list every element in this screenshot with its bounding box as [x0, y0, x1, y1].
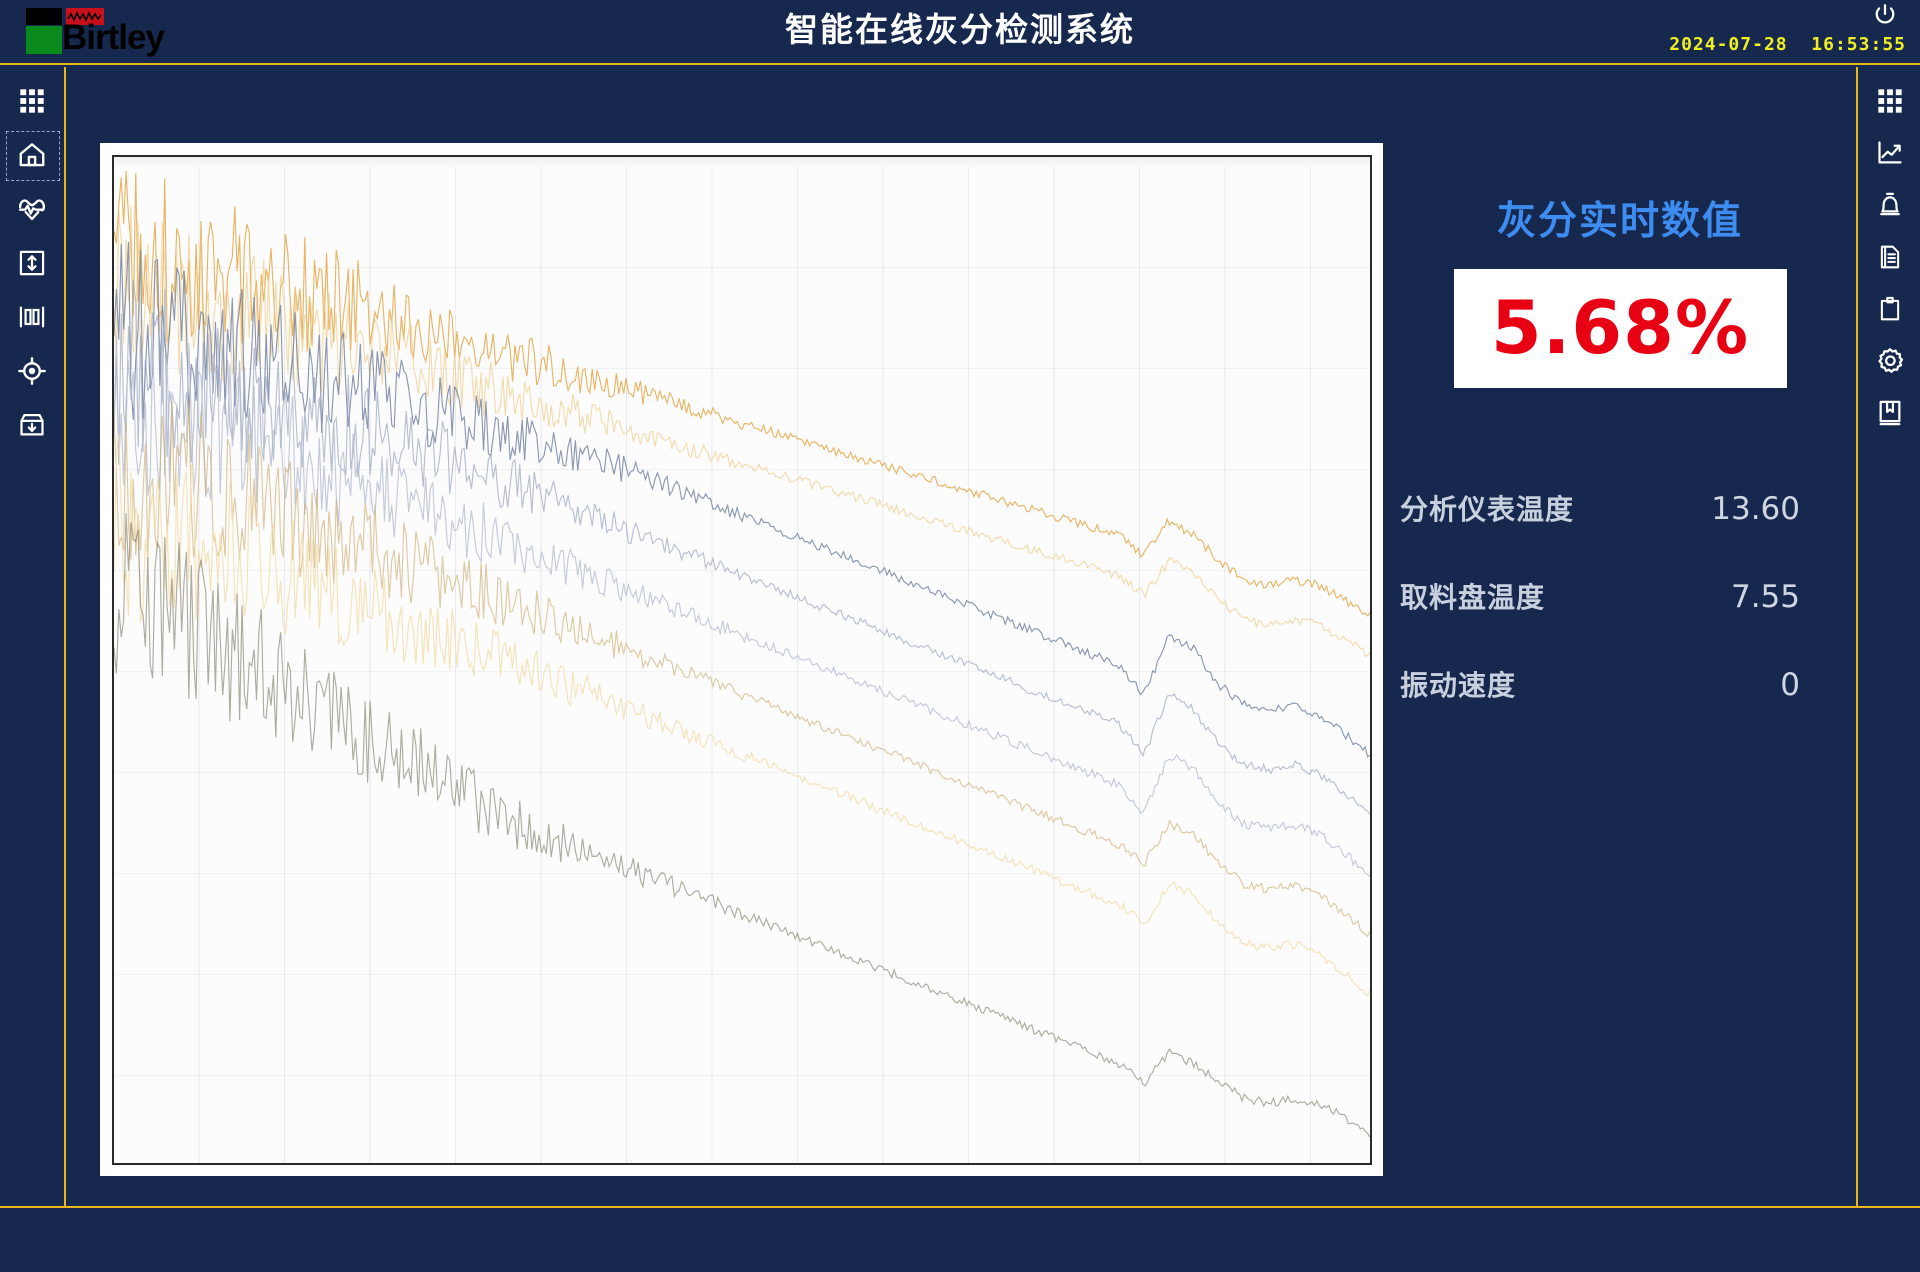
- footer-divider: [0, 1206, 1920, 1208]
- param-row: 分析仪表温度 13.60: [1400, 488, 1800, 576]
- sidebar-item-alarms[interactable]: [1858, 179, 1920, 231]
- sidebar-item-settings[interactable]: [1858, 335, 1920, 387]
- param-value: 7.55: [1730, 579, 1800, 615]
- bell-icon: [1876, 190, 1904, 220]
- datetime-display: 2024-07-28 16:53:55: [1669, 34, 1906, 55]
- sidebar-item-home[interactable]: [0, 129, 64, 181]
- chart-trace: [114, 433, 1370, 995]
- chart-frame: [112, 155, 1372, 1165]
- power-icon[interactable]: [1872, 2, 1898, 28]
- inbox-download-icon: [17, 411, 47, 439]
- chart-trace: [114, 401, 1370, 937]
- app-header: Birtley 智能在线灰分检测系统 2024-07-28 16:53:55: [0, 0, 1920, 65]
- document-icon: [1877, 242, 1903, 272]
- clipboard-icon: [1877, 294, 1903, 324]
- right-sidebar: [1856, 67, 1920, 1208]
- sidebar-item-apps[interactable]: [0, 75, 64, 127]
- param-label: 取料盘温度: [1400, 581, 1546, 614]
- ash-value-box: 5.68%: [1453, 269, 1787, 388]
- chart-trace: [114, 280, 1370, 815]
- sidebar-item-monitor[interactable]: [0, 183, 64, 235]
- sidebar-item-records[interactable]: [1858, 283, 1920, 335]
- sidebar-item-alignment[interactable]: [0, 345, 64, 397]
- chart-trace: [114, 513, 1370, 1137]
- param-label: 振动速度: [1400, 669, 1517, 702]
- sidebar-item-apps[interactable]: [1858, 75, 1920, 127]
- chart-trace: [114, 242, 1370, 757]
- apps-grid-icon: [1876, 87, 1904, 115]
- logo-black-block: [26, 8, 62, 25]
- ash-value: 5.68%: [1490, 286, 1750, 371]
- spectrum-traces: [114, 167, 1370, 1163]
- chart-trace: [114, 206, 1370, 656]
- logo-red-block: [66, 8, 104, 25]
- sidebar-item-trend[interactable]: [1858, 127, 1920, 179]
- sidebar-item-reports[interactable]: [1858, 231, 1920, 283]
- line-chart-icon: [1875, 139, 1905, 167]
- brand-logo: Birtley: [24, 4, 165, 57]
- heartbeat-icon: [17, 194, 47, 224]
- left-sidebar: [0, 67, 66, 1208]
- param-row: 取料盘温度 7.55: [1400, 576, 1800, 664]
- target-icon: [17, 356, 47, 386]
- apps-grid-icon: [18, 87, 46, 115]
- readout-title: 灰分实时数值: [1496, 199, 1743, 244]
- chart-trace: [114, 329, 1370, 877]
- param-row: 振动速度 0: [1400, 664, 1800, 752]
- chart-top-band: [114, 157, 1370, 167]
- logo-waveform-icon: [67, 11, 102, 22]
- home-icon: [17, 140, 47, 170]
- sidebar-item-calibration[interactable]: [0, 237, 64, 289]
- spectrum-plot[interactable]: [114, 167, 1370, 1163]
- param-value: 0: [1780, 667, 1800, 703]
- logo-wordmark: Birtley: [62, 18, 165, 57]
- page-title: 智能在线灰分检测系统: [785, 10, 1135, 49]
- vertical-arrows-icon: [18, 249, 46, 277]
- param-value: 13.60: [1711, 491, 1800, 527]
- sidebar-item-manual[interactable]: [1858, 387, 1920, 439]
- bar-chart-icon: [17, 303, 47, 331]
- parameter-list: 分析仪表温度 13.60 取料盘温度 7.55 振动速度 0: [1400, 488, 1800, 752]
- spectrum-chart-card: [100, 143, 1383, 1176]
- realtime-readout-panel: 灰分实时数值 5.68% 分析仪表温度 13.60 取料盘温度 7.55 振动速…: [1400, 190, 1840, 752]
- sidebar-item-statistics[interactable]: [0, 291, 64, 343]
- sidebar-item-archive[interactable]: [0, 399, 64, 451]
- logo-green-block: [26, 26, 62, 54]
- param-label: 分析仪表温度: [1400, 493, 1575, 526]
- book-icon: [1876, 398, 1904, 428]
- gear-icon: [1875, 346, 1905, 376]
